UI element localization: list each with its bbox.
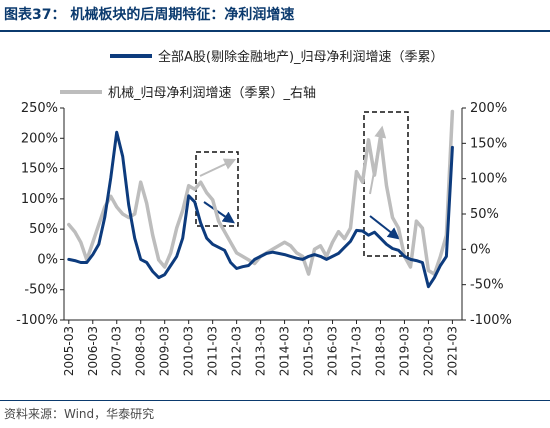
- left-tick-label: 100%: [21, 192, 58, 207]
- arrow-up-2010: [199, 158, 237, 177]
- x-tick-label: 2010-03: [182, 326, 196, 376]
- x-tick-label: 2015-03: [302, 326, 316, 376]
- chart: 全部A股(剔除金融地产)_归母净利润增速（季累） 机械_归母净利润增速（季累）_…: [16, 49, 512, 376]
- right-tick-label: 100%: [470, 172, 507, 187]
- axes: -100% -50% 0% 50% 100% 150% 200% 250% -100% -50% 0…: [16, 101, 512, 376]
- x-tick-label: 2018-03: [373, 326, 387, 376]
- x-tick-label: 2005-03: [62, 326, 76, 376]
- right-tick-label: 200%: [470, 101, 507, 116]
- right-tick-label: 0%: [470, 242, 491, 257]
- x-tick-label: 2009-03: [158, 326, 172, 376]
- arrow-down-2017: [369, 215, 400, 240]
- x-tick-label: 2014-03: [278, 326, 292, 376]
- arrow-down-2010: [203, 201, 235, 224]
- series-layer: [67, 109, 455, 289]
- highlight-box-2017: [363, 111, 409, 257]
- left-tick-label: -100%: [16, 313, 58, 328]
- left-tick-label: 250%: [21, 101, 58, 116]
- right-tick-label: -50%: [470, 278, 504, 293]
- footer-rule: [0, 400, 550, 401]
- left-tick-label: 0%: [37, 252, 58, 267]
- x-tick-label: 2007-03: [110, 326, 124, 376]
- legend-label-b: 机械_归母净利润增速（季累）_右轴: [108, 86, 316, 101]
- left-tick-label: -50%: [24, 283, 58, 298]
- x-tick-label: 2016-03: [326, 326, 340, 376]
- x-tick-label: 2017-03: [350, 326, 364, 376]
- figure-title: 图表37： 机械板块的后周期特征：净利润增速: [4, 7, 295, 23]
- left-tick-label: 50%: [29, 222, 58, 237]
- x-tick-label: 2020-03: [421, 326, 435, 376]
- right-tick-label: -100%: [470, 313, 512, 328]
- x-tick-label: 2019-03: [397, 326, 411, 376]
- right-tick-label: 50%: [470, 207, 499, 222]
- legend-label-a: 全部A股(剔除金融地产)_归母净利润增速（季累）: [158, 49, 444, 65]
- x-tick-label: 2008-03: [134, 326, 148, 376]
- x-tick-label: 2011-03: [206, 326, 220, 376]
- left-tick-label: 150%: [21, 162, 58, 177]
- x-tick-label: 2006-03: [86, 326, 100, 376]
- legend: 全部A股(剔除金融地产)_归母净利润增速（季累） 机械_归母净利润增速（季累）_…: [60, 49, 444, 101]
- series-a-line: [67, 130, 454, 289]
- x-tick-label: 2012-03: [230, 326, 244, 376]
- source-note: 资料来源：Wind，华泰研究: [4, 407, 155, 421]
- right-tick-label: 150%: [470, 136, 507, 151]
- title-rule: [0, 30, 550, 32]
- x-tick-label: 2021-03: [445, 326, 459, 376]
- x-tick-label: 2013-03: [254, 326, 268, 376]
- left-tick-label: 200%: [21, 131, 58, 146]
